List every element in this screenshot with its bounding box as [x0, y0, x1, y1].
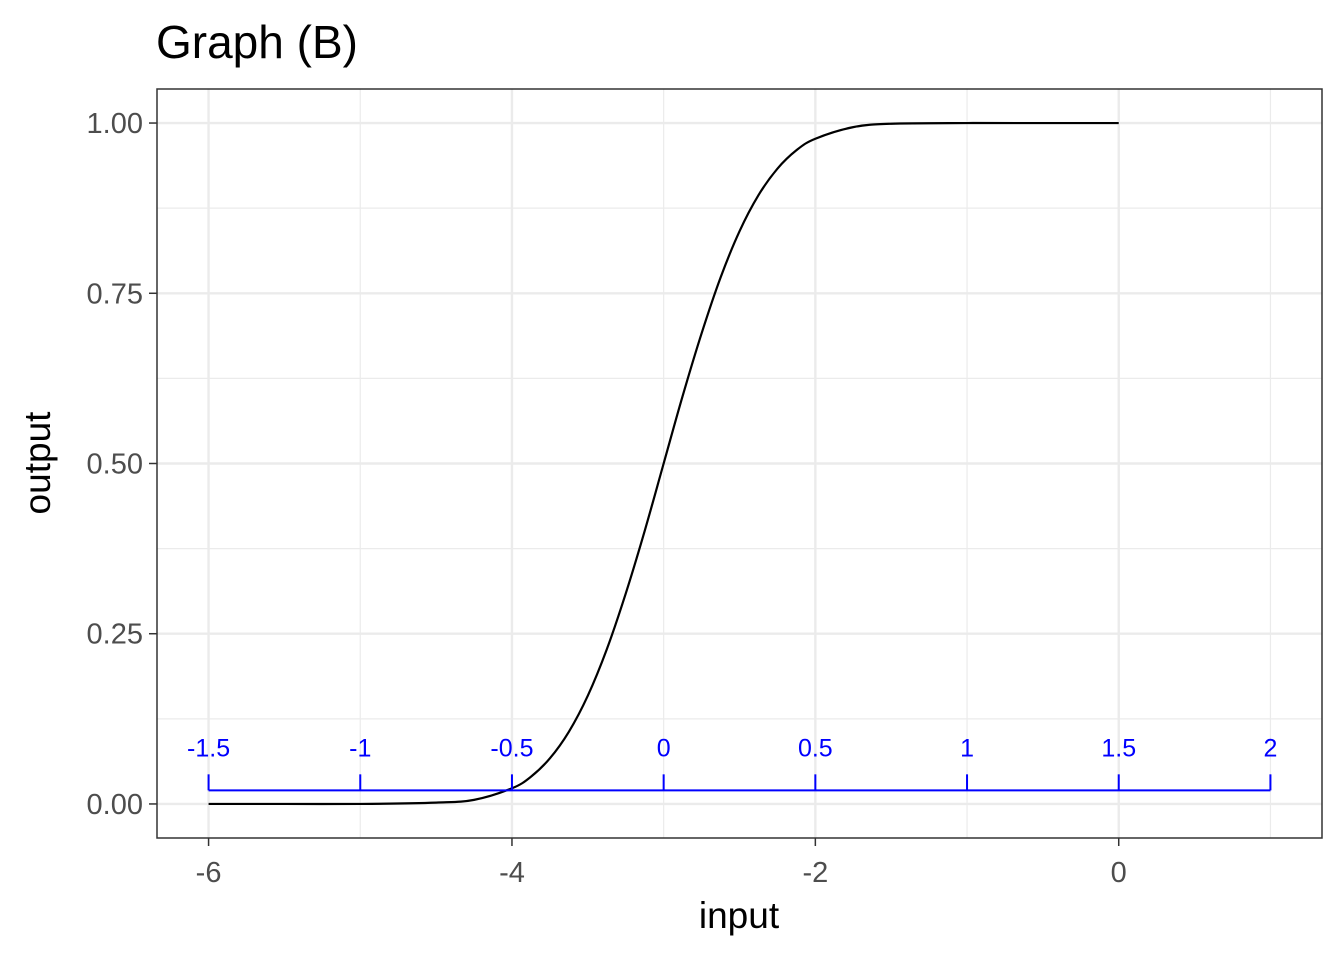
- ruler-label: 0: [657, 734, 671, 762]
- ruler-label: -0.5: [490, 734, 533, 762]
- x-tick-label: -2: [802, 857, 828, 889]
- y-tick-label: 0.50: [87, 449, 143, 481]
- ruler-label: 1.5: [1101, 734, 1136, 762]
- ruler-label: 0.5: [798, 734, 833, 762]
- y-tick-label: 0.00: [87, 789, 143, 821]
- grid: [157, 89, 1322, 838]
- chart-title: Graph (B): [156, 16, 358, 68]
- ruler-label: 1: [960, 734, 974, 762]
- ruler-label: 2: [1263, 734, 1277, 762]
- x-tick-label: 0: [1111, 857, 1127, 889]
- x-axis: -6 -4 -2 0: [196, 838, 1127, 889]
- ruler-label: -1.5: [187, 734, 230, 762]
- series-layer: [208, 121, 1119, 806]
- x-axis-title: input: [699, 895, 780, 936]
- y-axis-title: output: [17, 411, 58, 515]
- x-tick-label: -6: [196, 857, 222, 889]
- ruler-label: -1: [349, 734, 371, 762]
- y-tick-label: 0.75: [87, 278, 143, 310]
- y-axis: 0.00 0.25 0.50 0.75 1.00: [87, 108, 157, 821]
- y-tick-label: 0.25: [87, 619, 143, 651]
- series-line: [208, 121, 1119, 806]
- y-tick-label: 1.00: [87, 108, 143, 140]
- x-tick-label: -4: [499, 857, 525, 889]
- ruler-annotation: -1.5 -1 -0.5 0 0.5 1 1.5 2: [187, 734, 1277, 792]
